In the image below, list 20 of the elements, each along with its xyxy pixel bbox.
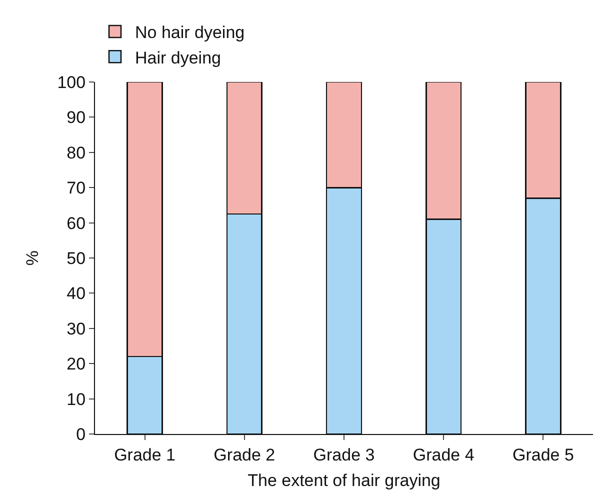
- y-tick-label: 50: [66, 248, 86, 268]
- x-tick-label: Grade 1: [114, 445, 176, 464]
- x-tick-label: Grade 2: [214, 445, 276, 464]
- y-tick-label: 10: [66, 390, 86, 409]
- x-tick-label: Grade 3: [313, 445, 375, 464]
- y-tick-label: 60: [66, 214, 86, 233]
- y-tick-label: 30: [66, 319, 86, 338]
- y-tick-label: 0: [76, 424, 86, 444]
- y-tick-label: 100: [57, 72, 86, 92]
- legend-label: Hair dyeing: [135, 48, 221, 68]
- y-tick-label: 20: [66, 354, 86, 374]
- y-axis-title: %: [22, 250, 42, 266]
- y-tick-label: 40: [66, 284, 86, 304]
- x-tick-label: Grade 4: [412, 445, 474, 464]
- legend-label: No hair dyeing: [135, 23, 245, 42]
- y-tick-label: 80: [66, 143, 86, 162]
- y-tick-label: 90: [66, 108, 86, 128]
- x-axis-title: The extent of hair graying: [248, 470, 440, 490]
- x-tick-label: Grade 5: [512, 445, 574, 464]
- y-tick-label: 70: [66, 178, 86, 198]
